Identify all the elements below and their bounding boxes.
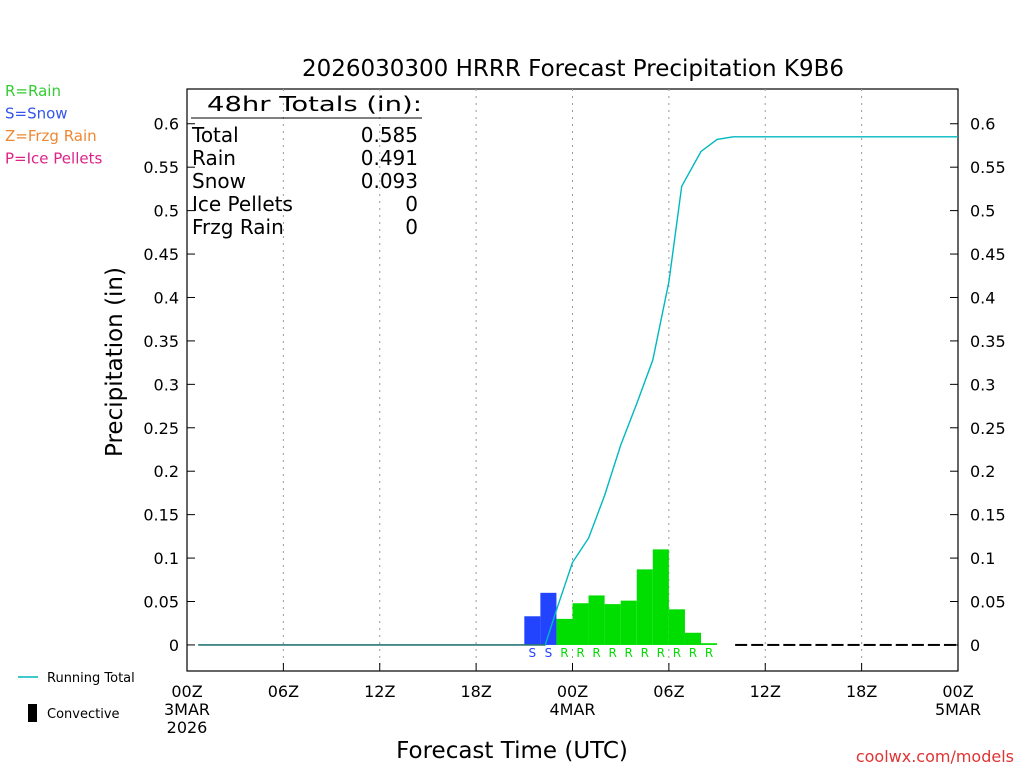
totals-row-value: 0.093 [361, 169, 418, 193]
bar-type-label: R [608, 646, 616, 660]
y-tick-label-right: 0.1 [970, 549, 995, 568]
bar-hour-31 [668, 609, 685, 645]
y-tick-label-left: 0.25 [143, 419, 179, 438]
y-tick-label-right: 0.15 [970, 506, 1006, 525]
y-tick-label-left: 0.6 [154, 115, 179, 134]
totals-row-value: 0.585 [361, 123, 418, 147]
y-tick-label-right: 0.35 [970, 332, 1006, 351]
x-tick-label: 00Z [942, 682, 973, 701]
precip-bars [524, 549, 956, 646]
convective-legend-swatch [28, 704, 37, 722]
y-tick-label-left: 0.15 [143, 506, 179, 525]
credit-text: coolwx.com/models [856, 747, 1014, 766]
y-tick-label-right: 0.2 [970, 462, 995, 481]
y-axis-left: 0 0.05 0.1 0.15 0.2 0.25 0.3 0.35 0.4 0.45 0.5 0.55… [143, 115, 195, 655]
bar-hour-30 [652, 549, 669, 645]
running-total-legend-label: Running Total [47, 671, 135, 686]
bar-hour-32 [684, 632, 701, 645]
totals-title: 48hr Totals (in): [207, 92, 422, 116]
totals-row-value: 0 [405, 215, 418, 239]
bar-type-label: R [657, 646, 665, 660]
y-tick-label-right: 0.55 [970, 158, 1006, 177]
x-tick-label: 00Z [557, 682, 588, 701]
totals-row-value: 0.491 [361, 146, 418, 170]
bar-hour-26 [588, 595, 605, 645]
type-legend-entry: R=Rain [5, 82, 61, 100]
bar-type-label: R [673, 646, 681, 660]
y-tick-label-right: 0.05 [970, 593, 1006, 612]
y-tick-label-left: 0.35 [143, 332, 179, 351]
x-tick-label: 06Z [268, 682, 299, 701]
y-axis-right: 0 0.05 0.1 0.15 0.2 0.25 0.3 0.35 0.4 0.45 0.5 0.55… [950, 115, 1006, 655]
y-tick-label-right: 0.5 [970, 202, 995, 221]
y-tick-label-right: 0.25 [970, 419, 1006, 438]
bar-hour-24 [556, 618, 573, 645]
y-tick-label-right: 0 [970, 636, 980, 655]
y-tick-label-left: 0.45 [143, 245, 179, 264]
x-tick-label: 4MAR [549, 700, 595, 719]
bar-type-label: R [689, 646, 697, 660]
y-tick-label-right: 0.45 [970, 245, 1006, 264]
bar-hour-33 [701, 643, 718, 645]
type-legend-entry: S=Snow [5, 105, 68, 123]
x-tick-label: 18Z [846, 682, 877, 701]
y-tick-label-right: 0.4 [970, 288, 995, 307]
convective-legend-label: Convective [47, 707, 120, 722]
x-tick-label: 18Z [460, 682, 491, 701]
bar-type-label: S [529, 646, 537, 660]
y-tick-label-left: 0.1 [154, 549, 179, 568]
bar-hour-29 [636, 569, 653, 645]
y-tick-label-right: 0.6 [970, 115, 995, 134]
series-legend: Running Total Convective [18, 671, 135, 722]
plot-frame [186, 88, 959, 672]
bar-hour-23 [540, 592, 557, 645]
y-tick-label-right: 0.3 [970, 375, 995, 394]
bar-type-label: R [560, 646, 568, 660]
y-tick-label-left: 0.4 [154, 288, 179, 307]
totals-row-label: Rain [192, 146, 236, 170]
totals-row-value: 0 [405, 192, 418, 216]
y-tick-label-left: 0.55 [143, 158, 179, 177]
totals-row-label: Ice Pellets [192, 192, 293, 216]
x-tick-label: 12Z [364, 682, 395, 701]
totals-row-label: Snow [192, 169, 246, 193]
y-tick-label-left: 0.3 [154, 375, 179, 394]
running-total-line [198, 136, 958, 646]
totals-row-label: Total [191, 123, 239, 147]
x-tick-label: 5MAR [935, 700, 981, 719]
totals-row-label: Frzg Rain [192, 215, 284, 239]
bar-hour-25 [572, 603, 589, 645]
y-tick-label-left: 0.2 [154, 462, 179, 481]
y-tick-label-left: 0 [169, 636, 179, 655]
bar-type-label: R [625, 646, 633, 660]
x-axis-label: Forecast Time (UTC) [396, 738, 628, 764]
y-tick-label-left: 0.5 [154, 202, 179, 221]
chart-title: 2026030300 HRRR Forecast Precipitation K… [302, 56, 844, 82]
bar-hour-22 [524, 616, 541, 645]
x-tick-label: 3MAR [164, 700, 210, 719]
x-tick-label: 00Z [171, 682, 202, 701]
bar-type-label: R [705, 646, 713, 660]
bar-type-label: R [592, 646, 600, 660]
type-legend-entry: Z=Frzg Rain [5, 127, 97, 145]
x-tick-label: 2026 [167, 718, 208, 737]
running-total-series [198, 136, 958, 646]
precip-type-legend: R=Rain S=Snow Z=Frzg Rain P=Ice Pellets [5, 82, 102, 168]
type-legend-entry: P=Ice Pellets [5, 150, 102, 168]
x-tick-label: 06Z [653, 682, 684, 701]
y-tick-label-left: 0.05 [143, 593, 179, 612]
totals-box: 48hr Totals (in): Total 0.585 Rain 0.491 Sno… [191, 92, 422, 239]
x-tick-label: 12Z [750, 682, 781, 701]
bar-type-label: S [545, 646, 553, 660]
bar-type-label: R [641, 646, 649, 660]
bar-hour-28 [620, 600, 637, 645]
y-axis-label: Precipitation (in) [102, 267, 128, 457]
bar-type-label: R [576, 646, 584, 660]
bar-hour-27 [604, 604, 621, 645]
